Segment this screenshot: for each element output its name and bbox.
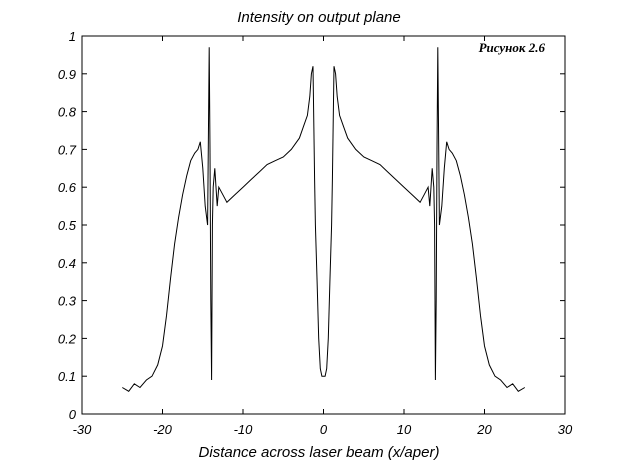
y-tick-label: 0.8 bbox=[58, 105, 77, 120]
x-tick-label: 30 bbox=[558, 422, 573, 437]
chart-title: Intensity on output plane bbox=[237, 9, 400, 26]
y-tick-label: 0.3 bbox=[58, 294, 77, 309]
x-tick-label: -20 bbox=[153, 422, 173, 437]
x-tick-label: -10 bbox=[234, 422, 254, 437]
y-tick-label: 0.4 bbox=[58, 256, 76, 271]
y-tick-label: 0.5 bbox=[58, 218, 77, 233]
figure-annotation: Рисунок 2.6 bbox=[479, 40, 546, 55]
y-tick-label: 0.6 bbox=[58, 180, 77, 195]
x-axis-label: Distance across laser beam (x/aper) bbox=[199, 444, 440, 461]
y-tick-label: 0.9 bbox=[58, 67, 76, 82]
y-axis: 0 0.1 0.2 0.3 0.4 0.5 0.6 0.7 0.8 0.9 1 bbox=[58, 29, 565, 422]
x-tick-label: 10 bbox=[397, 422, 412, 437]
y-tick-label: 0.2 bbox=[58, 331, 77, 346]
x-tick-label: 20 bbox=[476, 422, 492, 437]
y-tick-label: 0 bbox=[69, 407, 77, 422]
x-tick-label: -30 bbox=[73, 422, 93, 437]
y-tick-label: 0.1 bbox=[58, 369, 76, 384]
x-tick-label: 0 bbox=[320, 422, 328, 437]
y-tick-label: 0.7 bbox=[58, 142, 77, 157]
y-tick-label: 1 bbox=[69, 29, 76, 44]
x-axis: -30 -20 -10 0 10 20 30 bbox=[73, 36, 573, 437]
series-line-intensity bbox=[122, 47, 526, 392]
